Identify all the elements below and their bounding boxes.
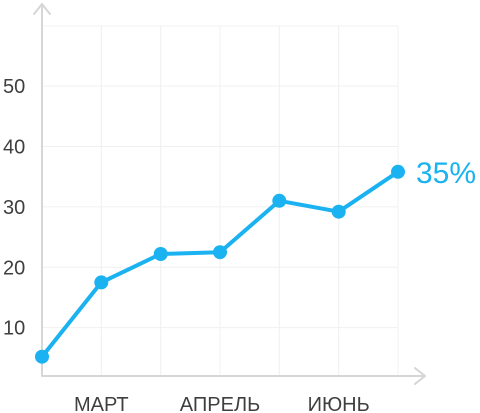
y-axis-arrow-icon [33, 3, 51, 15]
end-value-label: 35% [416, 157, 476, 190]
y-tick-label: 10 [3, 318, 25, 340]
x-tick-labels: МАРТ АПРЕЛЬ ИЮНЬ [74, 394, 370, 413]
data-point [213, 245, 227, 260]
series-group [35, 164, 405, 364]
y-tick-label: 50 [3, 76, 25, 98]
data-point [272, 193, 287, 208]
y-tick-label: 40 [3, 136, 25, 158]
data-point [391, 164, 405, 179]
data-point [331, 204, 346, 219]
y-tick-label: 20 [3, 257, 25, 279]
x-tick-label: МАРТ [74, 394, 129, 413]
data-point [35, 349, 49, 364]
x-axis-arrow-icon [414, 367, 426, 385]
y-tick-label: 30 [3, 197, 25, 219]
axes [33, 3, 426, 385]
x-tick-label: ИЮНЬ [308, 394, 370, 413]
x-tick-label: АПРЕЛЬ [180, 394, 260, 413]
grid [42, 25, 399, 376]
y-tick-labels: 10 20 30 40 50 [3, 76, 25, 340]
data-point [94, 275, 109, 290]
data-point [153, 247, 168, 261]
